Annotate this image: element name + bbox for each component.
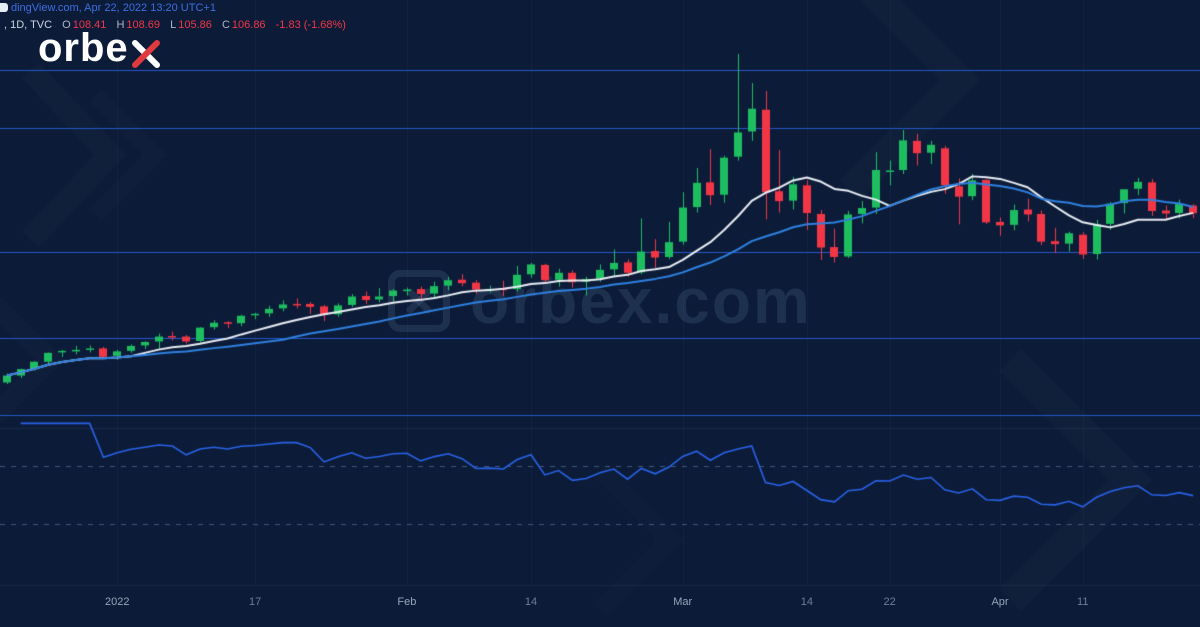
- tradingview-logo-fragment: [0, 3, 8, 12]
- tradingview-credit[interactable]: dingView.com, Apr 22, 2022 13:20 UTC+1: [0, 2, 216, 14]
- time-axis-label: 17: [249, 596, 262, 608]
- open-value: 108.41: [72, 19, 107, 31]
- time-axis-label: Feb: [397, 596, 417, 608]
- close-value: 106.86: [231, 19, 266, 31]
- orbex-logo: orbe: [38, 26, 162, 71]
- logo-text: orbe: [38, 26, 129, 70]
- time-axis-label: 11: [1077, 596, 1089, 608]
- high-label: H: [116, 19, 125, 31]
- symbol-title: , 1D, TVC: [4, 19, 53, 31]
- change-value: -1.83 (-1.68%): [275, 19, 346, 31]
- time-axis-label: Mar: [673, 596, 693, 608]
- symbol-info-row: , 1D, TVC O 108.41 H 108.69 L 105.86 C 106.8…: [4, 19, 346, 31]
- close-label: C: [221, 19, 230, 31]
- time-axis-label: 2022: [104, 596, 130, 608]
- time-axis-label: Apr: [991, 596, 1009, 608]
- logo-x-icon: [131, 39, 160, 68]
- credit-text: dingView.com, Apr 22, 2022 13:20 UTC+1: [11, 2, 216, 14]
- open-label: O: [62, 19, 71, 31]
- high-value: 108.69: [126, 19, 161, 31]
- time-axis-label: 14: [524, 596, 538, 608]
- time-axis-label: 22: [883, 596, 896, 608]
- low-label: L: [170, 19, 177, 31]
- low-value: 105.86: [178, 19, 212, 31]
- time-axis-label: 14: [800, 596, 814, 608]
